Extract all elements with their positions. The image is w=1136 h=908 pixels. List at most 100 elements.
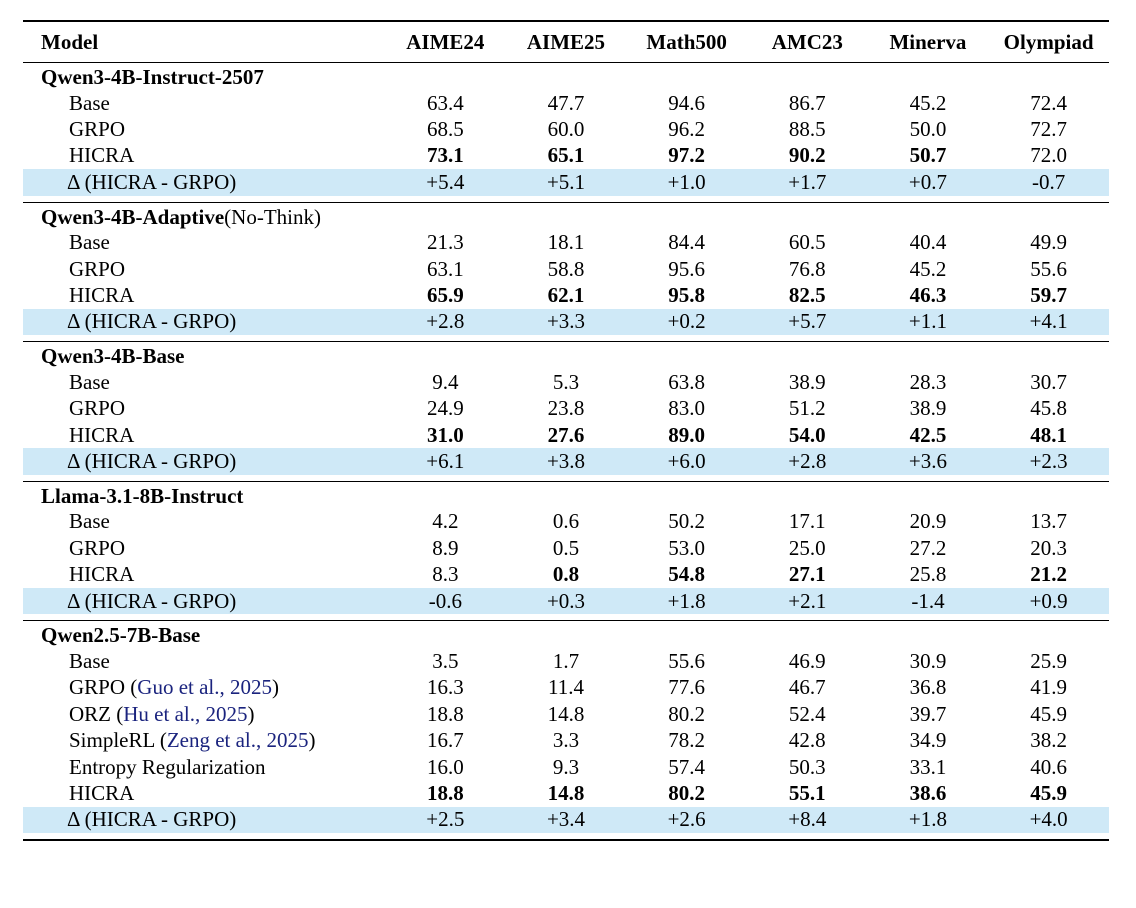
method-label: Base [69, 648, 110, 673]
value-cell: +2.3 [1029, 448, 1068, 473]
value-cell: +4.0 [1029, 807, 1068, 832]
group-separator-rule [23, 201, 1109, 203]
value-cell: 23.8 [547, 396, 585, 421]
method-cell: GRPO [23, 257, 385, 282]
value-cell: +3.8 [546, 448, 586, 473]
table-row: HICRA 8.3 0.8 54.8 27.1 25.8 21.2 [23, 561, 1109, 587]
value-cell: +5.7 [788, 309, 827, 334]
value-cell: 38.9 [788, 369, 826, 394]
value-cell: 86.7 [788, 90, 826, 115]
method-label: HICRA [69, 283, 135, 308]
citation-link[interactable]: Guo et al., 2025 [137, 675, 273, 700]
value-cell: 3.5 [432, 648, 459, 673]
model-group: Llama-3.1-8B-Instruct Base 4.2 0.6 50.2 17.1 2… [23, 482, 1109, 621]
value-cell: 24.9 [426, 396, 464, 421]
method-label: Δ (HICRA - GRPO) [67, 448, 237, 473]
value-cell: +4.1 [1029, 309, 1068, 334]
delta-row: Δ (HICRA - GRPO) +2.5 +3.4 +2.6 +8.4 +1.8 +4.0 [23, 806, 1109, 833]
group-title: Qwen3-4B-Instruct-2507 [23, 63, 1109, 90]
value-cell: 40.4 [909, 230, 947, 255]
value-cell: 50.2 [668, 509, 706, 534]
method-label: Base [69, 369, 110, 394]
table-row: HICRA 65.9 62.1 95.8 82.5 46.3 59.7 [23, 282, 1109, 308]
value-cell: 16.0 [426, 754, 464, 779]
value-cell: 96.2 [668, 117, 706, 142]
value-cell: 17.1 [788, 509, 826, 534]
value-cell: 9.3 [552, 754, 580, 779]
method-label: GRPO [69, 535, 126, 560]
delta-row: Δ (HICRA - GRPO) -0.6 +0.3 +1.8 +2.1 -1.4 +0.9 [23, 587, 1109, 615]
method-cell: HICRA [23, 562, 385, 587]
value-cell: 16.3 [426, 675, 464, 700]
table-row: GRPO 63.1 58.8 95.6 76.8 45.2 55.6 [23, 256, 1109, 282]
value-cell: 89.0 [668, 422, 706, 447]
value-cell: 95.8 [668, 283, 706, 308]
value-cell: +1.1 [908, 309, 947, 334]
value-cell: 95.6 [668, 256, 706, 281]
table-row: ORZ (Hu et al., 2025) 18.8 14.8 80.2 52.4 39.… [23, 701, 1109, 727]
value-cell: 14.8 [547, 701, 585, 726]
delta-row: Δ (HICRA - GRPO) +2.8 +3.3 +0.2 +5.7 +1.1 +4.1 [23, 308, 1109, 336]
value-cell: 50.7 [909, 143, 947, 168]
value-cell: 45.9 [1030, 701, 1067, 726]
value-cell: 5.3 [552, 369, 580, 394]
value-cell: +1.7 [788, 169, 827, 194]
value-cell: 21.2 [1030, 562, 1067, 587]
method-cell: ORZ (Hu et al., 2025) [69, 701, 255, 726]
value-cell: +0.9 [1029, 588, 1068, 613]
header-col: Minerva [889, 29, 967, 54]
method-cell: Base [23, 370, 385, 395]
value-cell: 60.5 [788, 230, 826, 255]
value-cell: 50.3 [788, 754, 826, 779]
value-cell: 42.5 [909, 422, 947, 447]
method-cell: Base [23, 91, 385, 116]
value-cell: +0.7 [908, 169, 947, 194]
value-cell: +5.4 [426, 169, 465, 194]
table-row: Base 3.5 1.7 55.6 46.9 30.9 25.9 [23, 648, 1109, 674]
value-cell: 60.0 [547, 117, 585, 142]
value-cell: 0.6 [552, 509, 580, 534]
value-cell: 68.5 [426, 117, 464, 142]
value-cell: 46.9 [788, 648, 826, 673]
value-cell: 53.0 [668, 535, 706, 560]
group-separator-rule [23, 62, 1109, 63]
header-col: Olympiad [1003, 29, 1094, 54]
value-cell: 41.9 [1030, 675, 1067, 700]
header-col: Math500 [646, 29, 727, 54]
model-group: Qwen3-4B-Base Base 9.4 5.3 63.8 38.9 28.3 30.7 G… [23, 342, 1109, 481]
method-label: GRPO [69, 117, 126, 142]
value-cell: +1.8 [667, 588, 706, 613]
delta-row: Δ (HICRA - GRPO) +5.4 +5.1 +1.0 +1.7 +0.7 -0.7 [23, 169, 1109, 196]
method-cell: Δ (HICRA - GRPO) [23, 170, 385, 195]
method-label: Δ (HICRA - GRPO) [67, 169, 237, 194]
group-model-name: Qwen3-4B-Instruct-2507 [41, 65, 264, 89]
value-cell: 72.7 [1030, 117, 1067, 142]
table-row: HICRA 18.8 14.8 80.2 55.1 38.6 45.9 [23, 780, 1109, 806]
model-group: Qwen3-4B-Adaptive (No-Think) Base 21.3 18.1… [23, 203, 1109, 342]
value-cell: 25.8 [909, 562, 947, 587]
value-cell: 82.5 [788, 283, 826, 308]
value-cell: 45.8 [1030, 396, 1067, 421]
citation-link[interactable]: Hu et al., 2025 [123, 701, 248, 726]
value-cell: 83.0 [668, 396, 706, 421]
citation-link[interactable]: Zeng et al., 2025 [166, 728, 309, 753]
value-cell: +8.4 [788, 807, 827, 832]
value-cell: 18.8 [426, 701, 464, 726]
group-title: Qwen3-4B-Adaptive (No-Think) [23, 203, 1109, 230]
value-cell: 54.8 [668, 562, 706, 587]
group-title: Qwen2.5-7B-Base [23, 621, 1109, 648]
value-cell: 20.9 [909, 509, 947, 534]
value-cell: +2.8 [426, 309, 465, 334]
value-cell: +2.6 [667, 807, 706, 832]
results-table: Model AIME24 AIME25 Math500 AMC23 Minerv… [23, 20, 1109, 841]
value-cell: 20.3 [1030, 535, 1067, 560]
value-cell: 50.0 [909, 117, 947, 142]
group-model-name: Llama-3.1-8B-Instruct [41, 483, 244, 508]
method-label: HICRA [69, 562, 135, 587]
method-label: HICRA [69, 422, 135, 447]
table-row: Base 21.3 18.1 84.4 60.5 40.4 49.9 [23, 230, 1109, 256]
method-cell: Δ (HICRA - GRPO) [23, 309, 385, 334]
method-label: Base [69, 509, 110, 534]
value-cell: +3.6 [908, 448, 947, 473]
value-cell: +2.5 [426, 807, 465, 832]
